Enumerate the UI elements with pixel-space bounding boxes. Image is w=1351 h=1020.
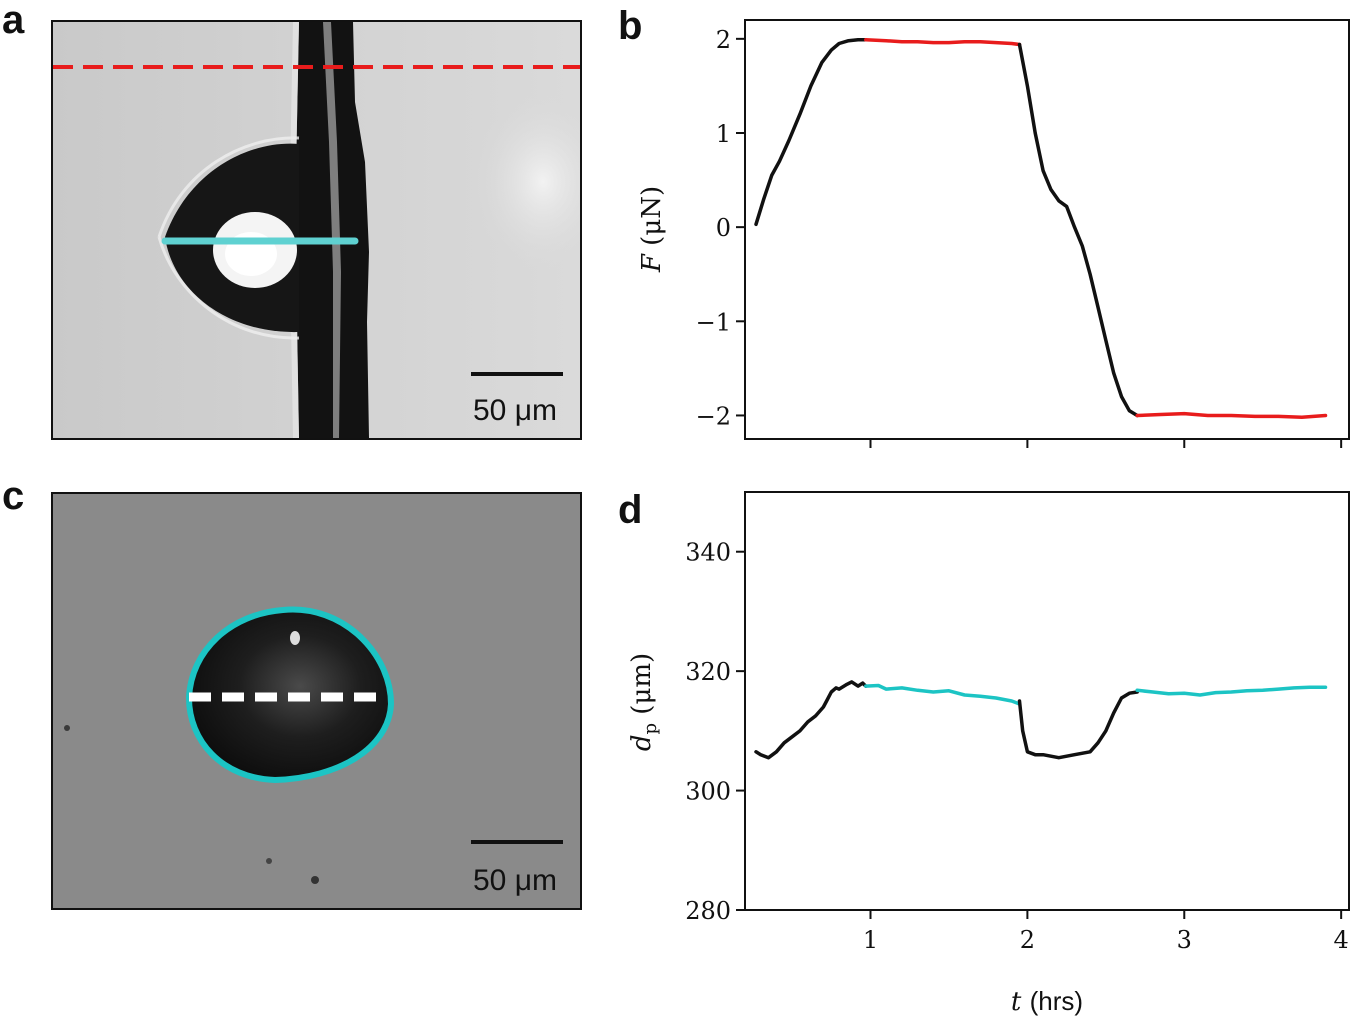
series-line-plateau-1 xyxy=(864,683,1022,706)
y-tick-label: 2 xyxy=(716,26,731,54)
panel-letter-a: a xyxy=(2,0,25,42)
x-tick-label: 1 xyxy=(863,926,878,954)
series-line-ramp-down xyxy=(1017,42,1139,418)
y-tick-label: −1 xyxy=(696,308,731,336)
panel-letter-d: d xyxy=(618,488,643,532)
x-tick-label: 2 xyxy=(1020,926,1035,954)
chart-d-ylabel: dp (μm) xyxy=(627,653,661,751)
panel-letter-c: c xyxy=(2,474,25,518)
y-tick-label: 320 xyxy=(685,658,731,686)
chart-b: 2 1 0 −1 −2 F (μN) xyxy=(637,19,1350,448)
series-line-hold-positive xyxy=(864,38,1022,47)
y-tick-label: 0 xyxy=(716,214,731,242)
chart-d-xlabel: t (hrs) xyxy=(1011,986,1083,1017)
micrograph-c-image: 50 μm xyxy=(53,494,580,908)
y-tick-label: 340 xyxy=(685,539,731,567)
y-tick-label: 280 xyxy=(685,897,731,925)
chart-d: 340 320 300 280 1 2 3 4 dp (μm) t (hrs) xyxy=(627,491,1350,1017)
y-tick-label: −2 xyxy=(696,402,731,430)
x-tick-label: 3 xyxy=(1177,926,1192,954)
chart-b-ylabel: F (μN) xyxy=(637,186,667,273)
y-tick-label: 1 xyxy=(716,120,731,148)
micrograph-a-image: 50 μm xyxy=(53,22,580,438)
series-line-growth-1 xyxy=(754,680,868,760)
series-line-ramp-up xyxy=(754,38,868,227)
series-line-shrink-grow xyxy=(1017,690,1139,760)
series-line-hold-negative xyxy=(1135,411,1328,420)
scale-bar-label-c: 50 μm xyxy=(473,864,557,897)
y-tick-label: 300 xyxy=(685,778,731,806)
series-line-plateau-2 xyxy=(1135,685,1328,697)
chart-d-frame xyxy=(744,491,1350,911)
micrograph-c: 50 μm xyxy=(51,492,582,910)
chart-b-frame xyxy=(744,19,1350,440)
x-tick-label: 4 xyxy=(1334,926,1349,954)
micrograph-a: 50 μm xyxy=(51,20,582,440)
panel-letter-b: b xyxy=(618,4,643,48)
scale-bar-label-a: 50 μm xyxy=(473,394,557,427)
